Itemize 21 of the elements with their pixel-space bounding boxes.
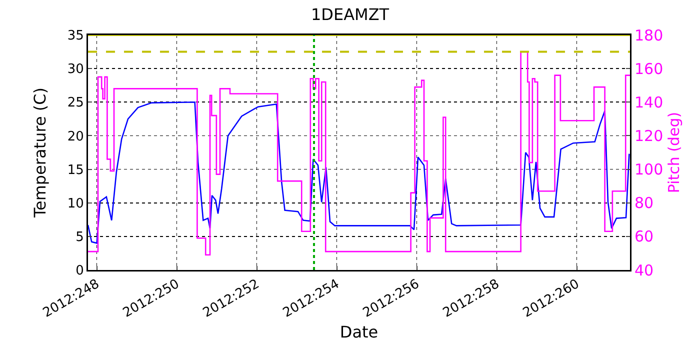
y2-tick-label: 60 — [634, 228, 654, 246]
y2-tick-label: 120 — [634, 126, 664, 145]
y2-axis-title: Pitch (deg) — [665, 112, 684, 194]
y2-tick-label: 140 — [634, 93, 664, 112]
y-tick-label: 25 — [67, 96, 84, 111]
y2-tick-label: 160 — [634, 60, 664, 78]
y-tick-label: 10 — [67, 196, 84, 212]
x-axis-title: Date — [340, 322, 378, 342]
y-tick-label: 0 — [76, 264, 84, 279]
y-tick-label: 5 — [76, 230, 84, 245]
line-series — [88, 101, 630, 244]
y-tick-label: 30 — [67, 62, 84, 78]
y-tick-label: 20 — [67, 129, 84, 144]
chart-title: 1DEAMZT — [310, 4, 390, 24]
y2-tick-label: 80 — [634, 194, 654, 212]
y2-tick-label: 100 — [634, 160, 664, 179]
y-axis-title: Temperature (C) — [30, 87, 50, 219]
y2-tick-label: 40 — [634, 261, 654, 280]
y2-tick-label: 180 — [634, 26, 664, 44]
y-tick-label: 15 — [67, 162, 84, 178]
y-tick-label: 35 — [67, 28, 84, 44]
